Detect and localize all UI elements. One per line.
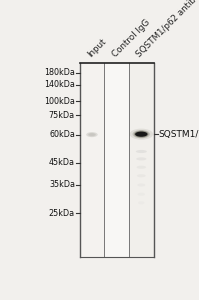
Ellipse shape (138, 201, 145, 204)
Ellipse shape (138, 193, 145, 196)
Bar (80, 63, 154, 256)
Ellipse shape (86, 132, 98, 137)
Text: 140kDa: 140kDa (44, 80, 75, 89)
Ellipse shape (133, 130, 150, 138)
Ellipse shape (135, 132, 147, 137)
Ellipse shape (137, 174, 146, 177)
Text: 25kDa: 25kDa (49, 209, 75, 218)
Ellipse shape (89, 134, 95, 136)
Bar (129, 63, 154, 256)
Text: 75kDa: 75kDa (49, 111, 75, 120)
Ellipse shape (136, 150, 147, 153)
Ellipse shape (136, 157, 146, 161)
Text: 180kDa: 180kDa (44, 68, 75, 77)
Text: 60kDa: 60kDa (49, 130, 75, 139)
Bar (80, 63, 104, 256)
Text: 100kDa: 100kDa (44, 97, 75, 106)
Ellipse shape (130, 129, 153, 140)
Ellipse shape (134, 131, 149, 138)
Text: 45kDa: 45kDa (49, 158, 75, 167)
Text: SQSTM1/p62: SQSTM1/p62 (159, 130, 199, 139)
Ellipse shape (137, 183, 145, 187)
Ellipse shape (137, 166, 146, 169)
Text: Input: Input (86, 37, 108, 59)
Text: Control IgG: Control IgG (110, 18, 151, 59)
Text: 35kDa: 35kDa (49, 181, 75, 190)
Ellipse shape (88, 133, 96, 136)
Text: SQSTM1/p62 antibody: SQSTM1/p62 antibody (135, 0, 199, 59)
